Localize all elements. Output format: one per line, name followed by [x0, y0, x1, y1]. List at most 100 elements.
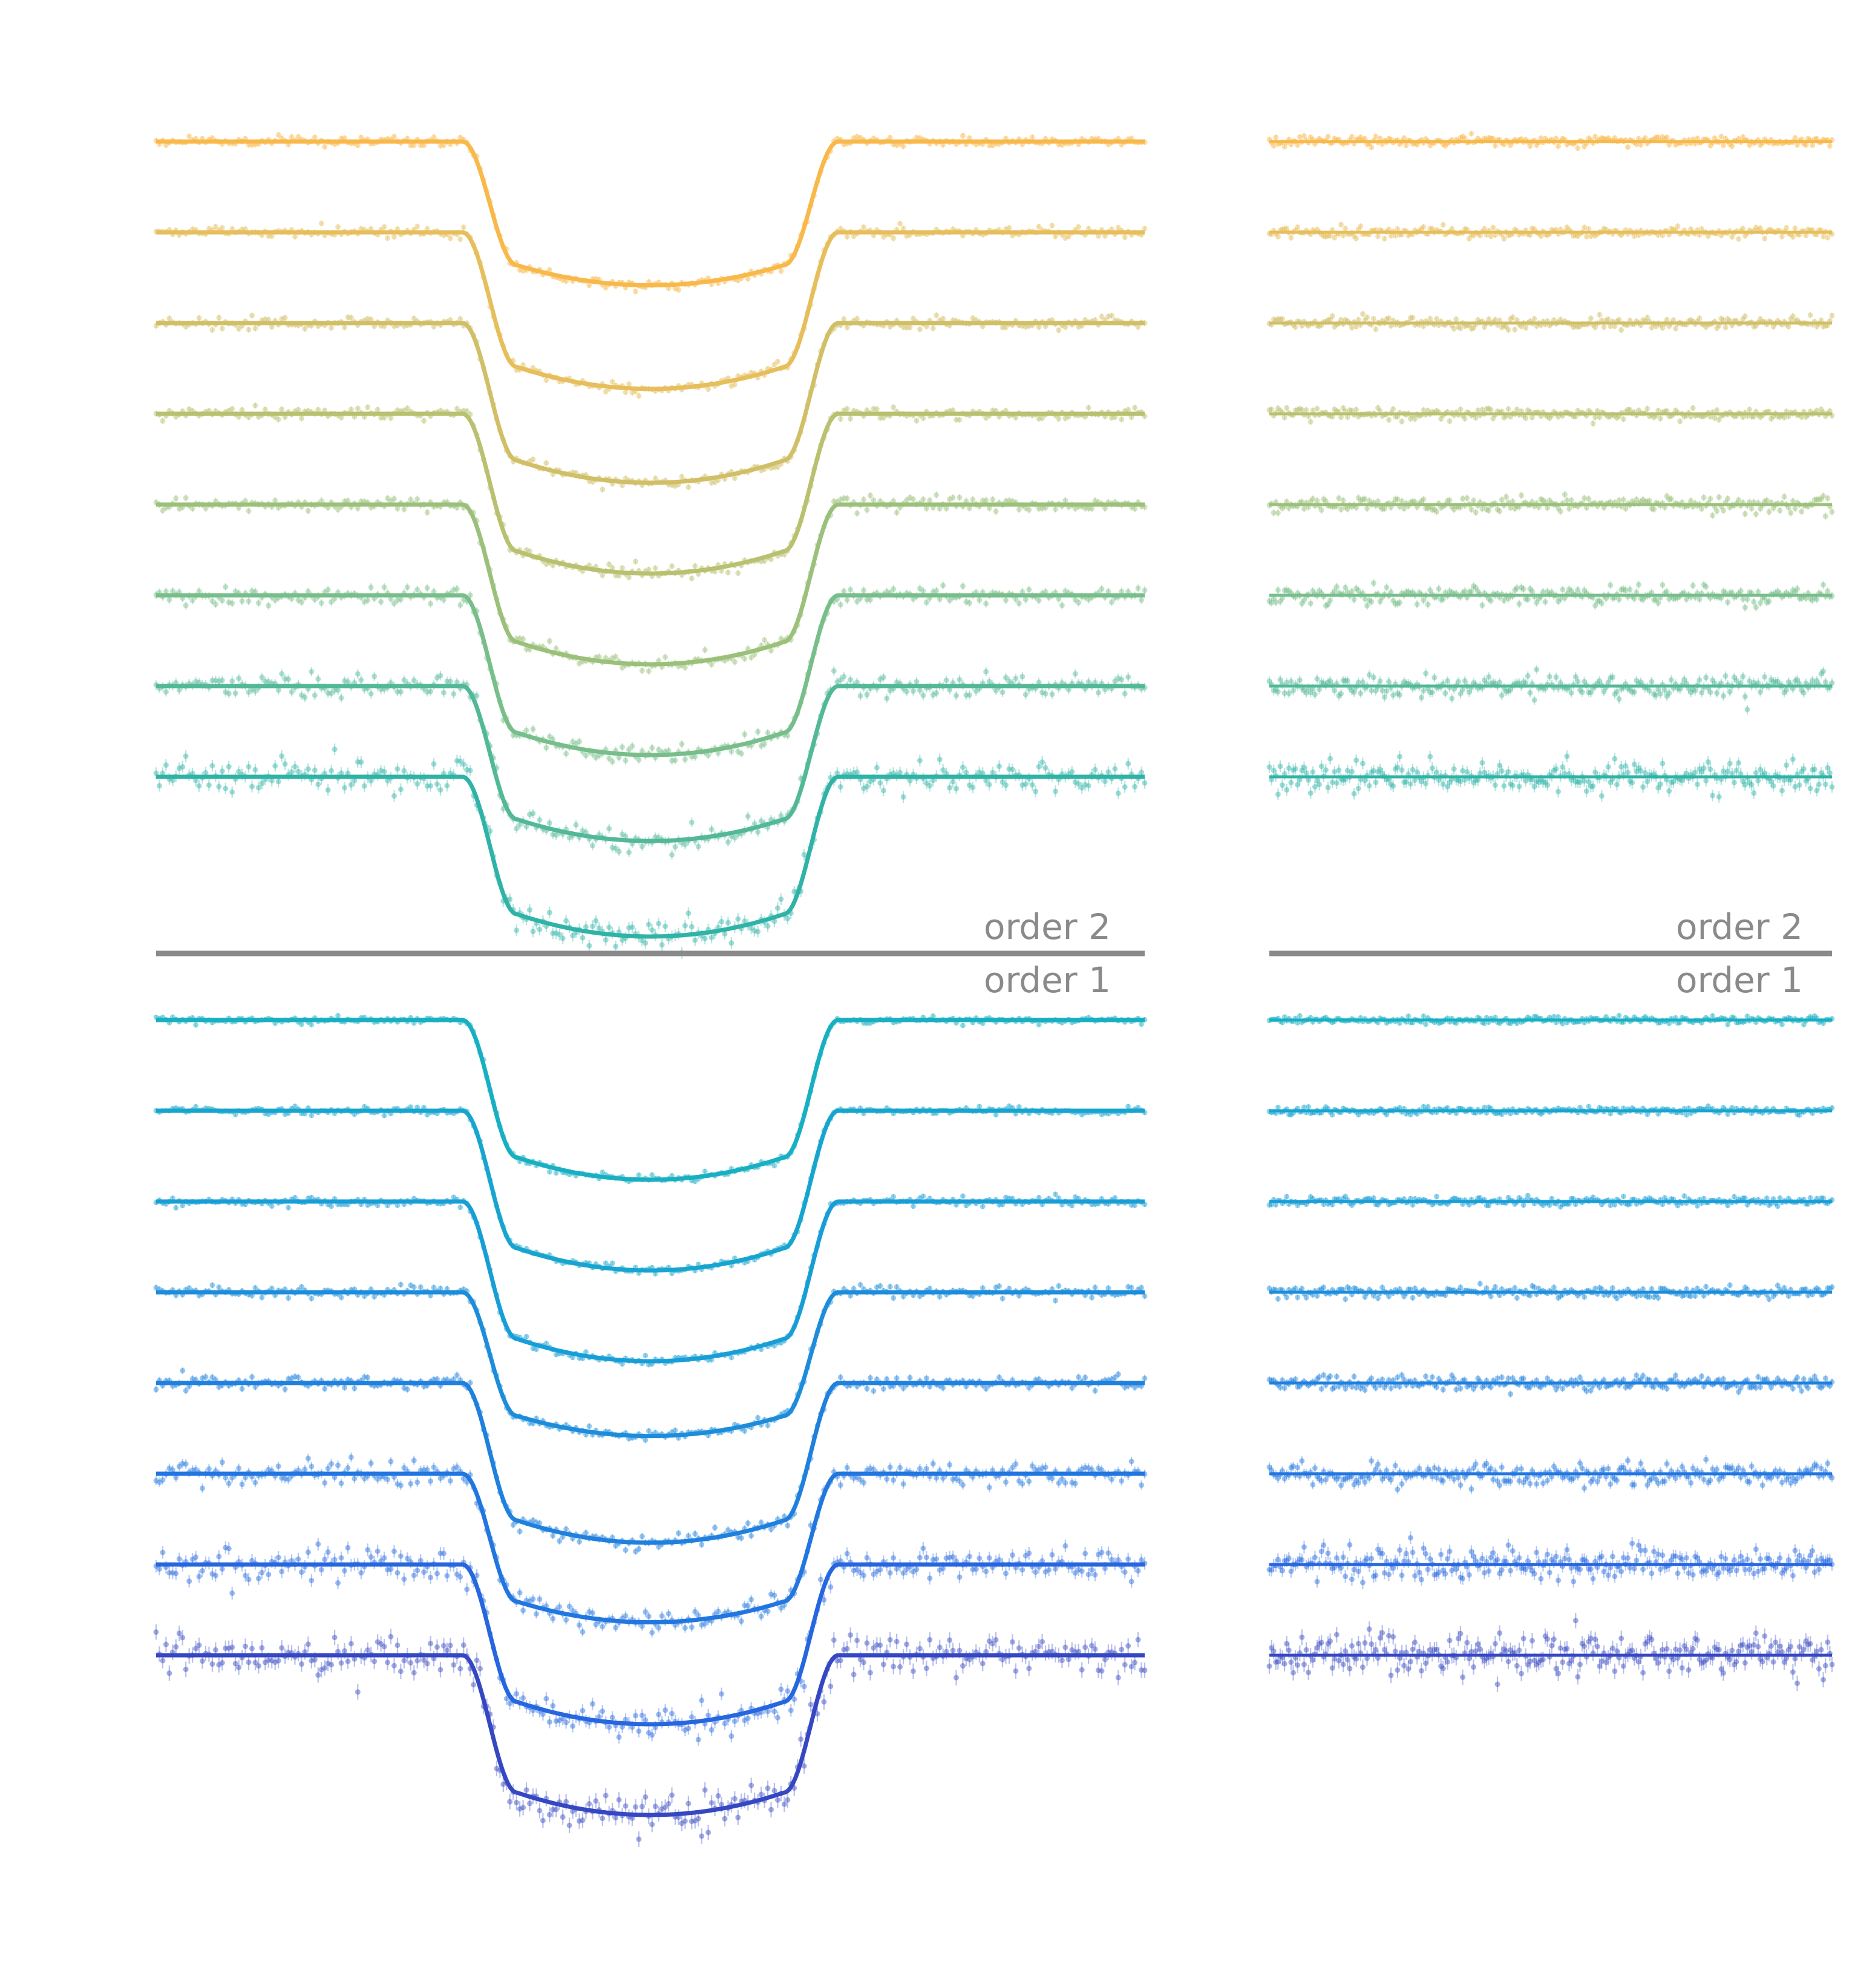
data-point [920, 416, 926, 421]
data-point [920, 497, 926, 502]
data-point [626, 850, 632, 855]
data-point [302, 695, 307, 700]
data-point [520, 636, 526, 642]
data-point [216, 784, 221, 790]
data-point [960, 583, 966, 589]
data-point [775, 359, 780, 364]
data-point [993, 509, 999, 514]
data-point [289, 770, 295, 775]
data-point [1030, 782, 1035, 788]
data-point [914, 679, 919, 684]
data-point [864, 692, 869, 698]
data-point [934, 690, 939, 696]
data-point [283, 315, 288, 321]
data-point [1076, 600, 1081, 606]
data-point [653, 566, 658, 571]
data-point [226, 691, 232, 696]
data-point [600, 487, 605, 492]
data-point [755, 929, 761, 934]
data-point [431, 761, 437, 767]
data-point [920, 589, 926, 594]
data-point [1049, 692, 1055, 697]
data-point [514, 927, 519, 933]
data-point [954, 693, 959, 698]
data-point [375, 407, 381, 413]
data-point [530, 929, 535, 934]
data-point [623, 758, 629, 763]
data-point [163, 689, 169, 695]
data-point [775, 905, 780, 911]
data-point [728, 940, 734, 946]
data-point [745, 814, 751, 819]
data-point [401, 768, 407, 774]
data-point [1125, 761, 1131, 767]
data-point [1043, 765, 1049, 771]
data-point [1102, 779, 1108, 784]
data-point [1142, 780, 1148, 786]
data-point [845, 406, 850, 411]
light-curve-series [154, 666, 1148, 860]
data-point [924, 600, 929, 605]
data-point [643, 940, 648, 946]
data-point [157, 783, 162, 788]
data-point [543, 460, 549, 466]
data-point [659, 942, 665, 947]
data-point [530, 727, 535, 732]
light-curve-series [154, 491, 1148, 675]
data-point [173, 495, 178, 501]
data-point [709, 826, 715, 832]
data-point [365, 405, 370, 410]
data-point [306, 508, 311, 514]
data-point [398, 786, 404, 792]
data-point [854, 511, 860, 516]
data-point [868, 597, 873, 603]
data-point [345, 679, 350, 685]
data-point [229, 790, 235, 795]
data-point [414, 781, 420, 786]
data-point [163, 762, 169, 768]
data-point [252, 767, 258, 773]
data-point [970, 785, 975, 790]
data-point [448, 235, 453, 241]
data-point [421, 418, 427, 423]
data-point [315, 676, 321, 682]
data-point [272, 763, 278, 769]
data-point [1119, 417, 1124, 422]
data-point [1026, 507, 1032, 512]
data-point [279, 671, 284, 676]
data-point [444, 783, 450, 788]
data-point [662, 924, 668, 929]
data-point [1056, 416, 1061, 422]
data-point [848, 587, 853, 592]
data-point [732, 659, 738, 665]
data-point [411, 678, 417, 683]
data-point [283, 761, 288, 767]
data-point [1053, 506, 1058, 512]
data-point [441, 690, 447, 695]
data-point [246, 508, 252, 514]
data-point [319, 221, 324, 226]
data-point [947, 785, 952, 791]
data-point [560, 936, 566, 941]
data-point [894, 510, 900, 515]
data-point [845, 495, 850, 501]
data-point [246, 327, 252, 332]
data-point [457, 316, 463, 322]
data-point [970, 497, 975, 502]
data-point [765, 923, 771, 929]
data-point [295, 769, 301, 774]
data-point [461, 762, 466, 767]
data-point [874, 765, 880, 770]
data-point [977, 597, 982, 603]
data-point [891, 235, 896, 241]
data-point [845, 234, 850, 240]
data-point [649, 745, 655, 751]
data-point [709, 662, 715, 667]
data-point [864, 507, 869, 512]
data-point [685, 911, 691, 916]
data-point [957, 417, 962, 422]
data-point [1023, 782, 1029, 787]
data-point [944, 678, 949, 683]
data-point [629, 744, 635, 749]
